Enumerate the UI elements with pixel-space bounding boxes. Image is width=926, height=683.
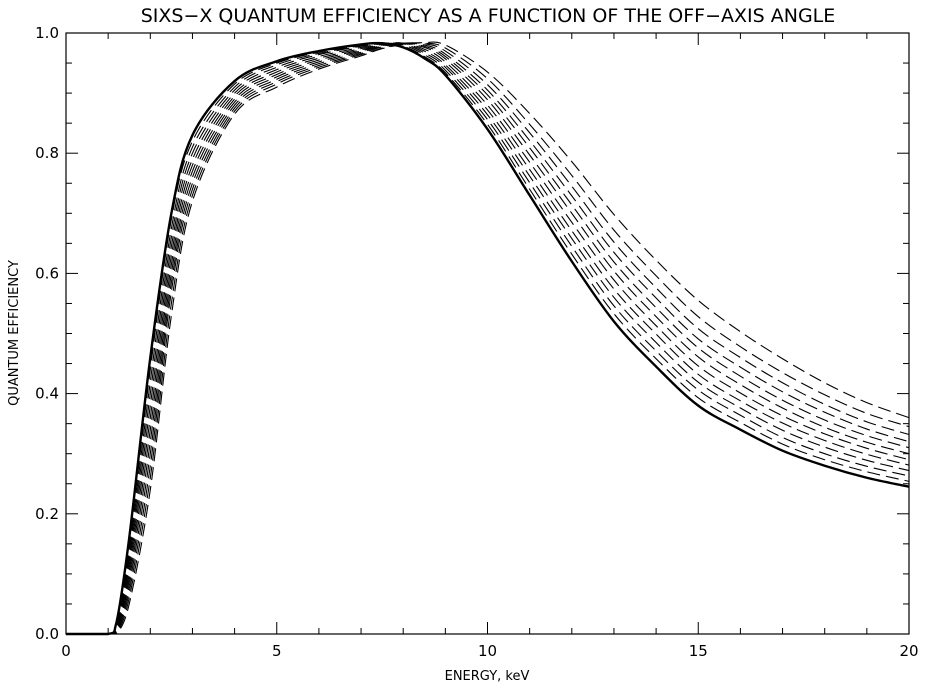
y-tick-label: 1.0 [35,24,59,42]
y-tick-label: 0.2 [35,505,59,523]
y-axis-title: QUANTUM EFFICIENCY [7,260,22,406]
series-line-dashed-9 [66,42,910,635]
series-line-dashed-2 [66,42,910,635]
series-line-dashed-10 [66,42,910,635]
series-line-solid [66,41,910,636]
x-tick-label: 15 [689,642,708,660]
axes: 0 5 10 15 20 0.0 0.2 0.4 0.6 0.8 1.0 [35,24,918,660]
plot-frame [65,32,910,635]
series-line-dashed-8 [66,42,910,635]
y-tick-label: 0.0 [35,625,59,643]
y-tick-label: 0.8 [35,144,59,162]
x-tick-label: 20 [899,642,918,660]
x-tick-label: 5 [272,642,282,660]
series-line-dashed-1 [66,42,910,635]
y-tick-label: 0.6 [35,264,59,282]
series-line-dashed-3 [66,42,910,635]
series-line-dashed-7 [66,42,910,635]
chart-title: SIXS−X QUANTUM EFFICIENCY AS A FUNCTION … [141,5,836,27]
x-axis-title: ENERGY, keV [445,669,530,683]
series-line-dashed-4 [66,42,910,635]
x-tick-label: 10 [478,642,497,660]
series-line-dashed-6 [66,42,910,635]
series-line-dashed-5 [66,42,910,635]
x-tick-label: 0 [61,642,71,660]
y-tick-label: 0.4 [35,385,59,403]
series-line-dashed-11 [66,41,910,635]
series-group [66,41,910,636]
